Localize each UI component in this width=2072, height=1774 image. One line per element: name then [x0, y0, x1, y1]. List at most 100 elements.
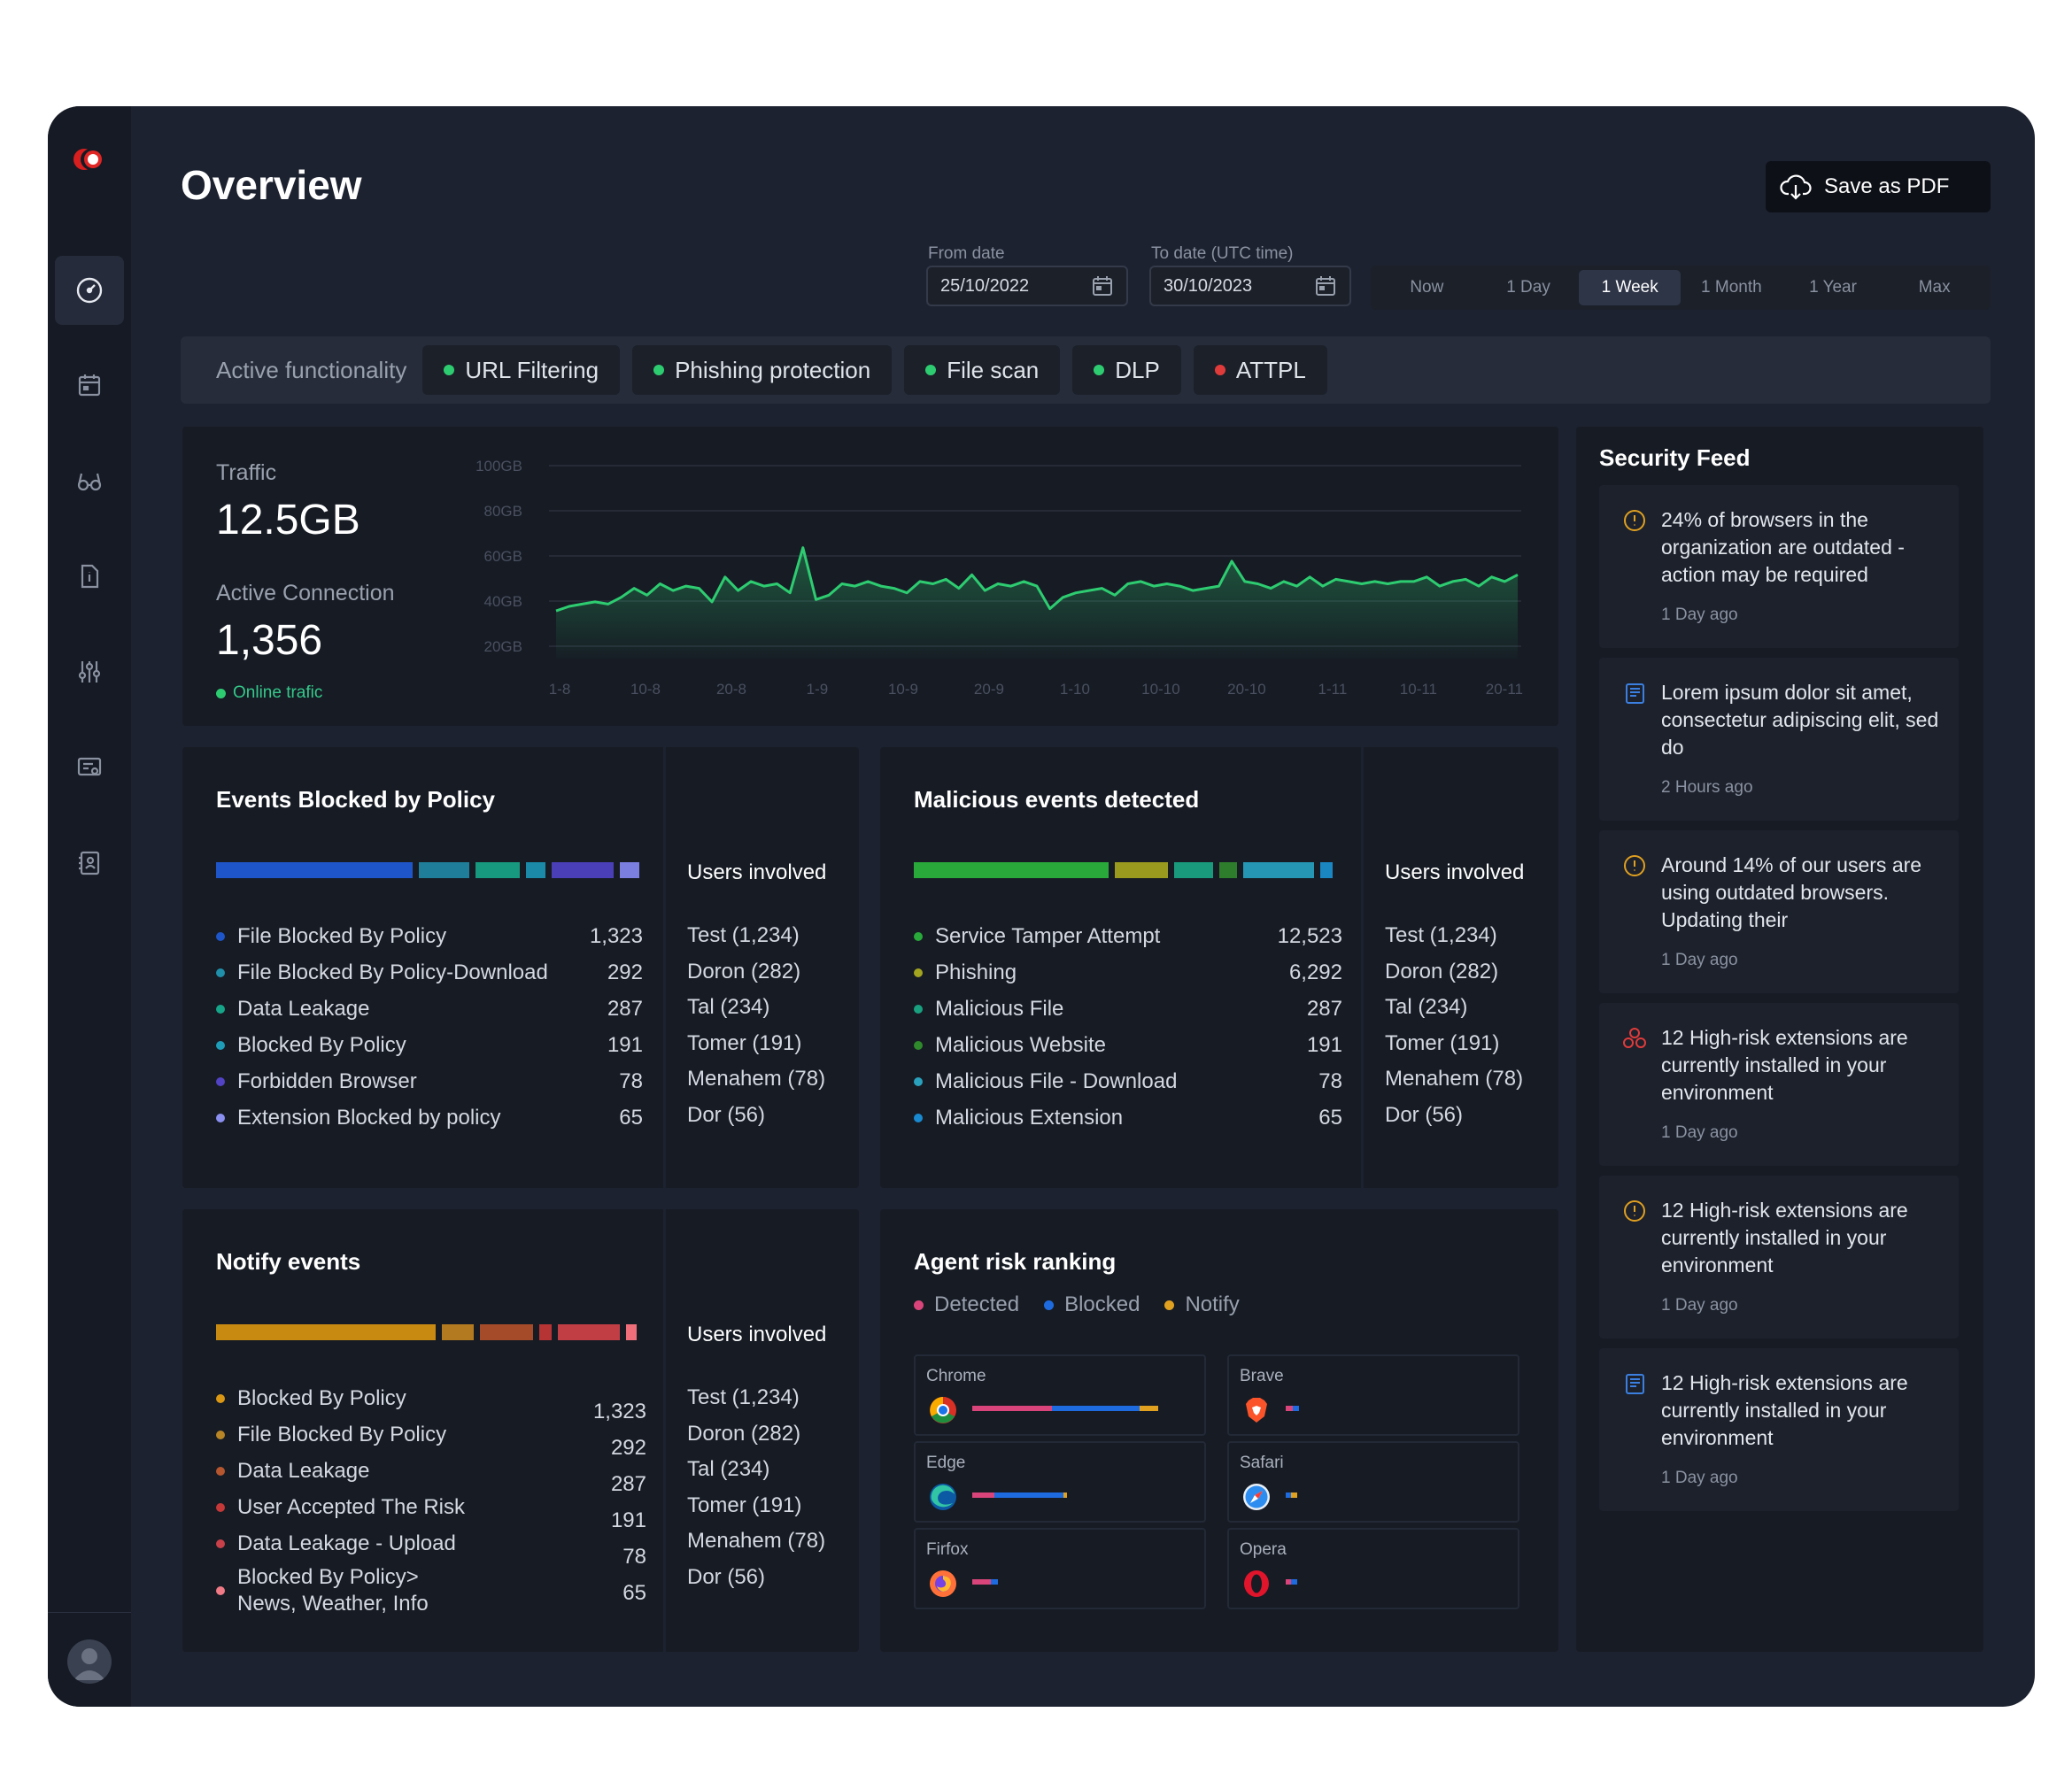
user-entry[interactable]: Dor (56): [687, 1102, 766, 1127]
range-1-year[interactable]: 1 Year: [1809, 278, 1857, 297]
malicious-events-legend: Service Tamper Attempt 12,523 Phishing 6,2…: [914, 918, 1342, 1136]
legend-notify[interactable]: Notify: [1164, 1292, 1240, 1317]
feed-item[interactable]: 12 High-risk extensions are currently in…: [1599, 1176, 1959, 1338]
user-entry[interactable]: Menahem (78): [687, 1067, 826, 1091]
range-max[interactable]: Max: [1918, 278, 1951, 297]
blocked-bar: [994, 1492, 1063, 1498]
legend-label: Blocked: [1064, 1292, 1140, 1316]
bar-segment: [914, 862, 1109, 878]
browser-risk-chrome[interactable]: Chrome: [914, 1354, 1206, 1436]
online-traffic-indicator: Online trafic: [216, 683, 322, 703]
nav-reports[interactable]: [55, 542, 124, 611]
browser-risk-safari[interactable]: Safari: [1227, 1441, 1519, 1523]
legend-row: File Blocked By Policy-Download 292: [216, 954, 643, 991]
notify-bar: [1291, 1492, 1297, 1498]
user-entry[interactable]: Tal (234): [687, 1457, 770, 1482]
user-entry[interactable]: Tal (234): [1385, 995, 1468, 1020]
legend-label: Malicious File: [935, 996, 1064, 1021]
sidebar-divider: [48, 1612, 131, 1613]
legend-dot: [216, 1076, 225, 1086]
legend-label: File Blocked By Policy: [237, 923, 447, 948]
user-entry[interactable]: Tal (234): [687, 995, 770, 1020]
chip-attpl[interactable]: ATTPL: [1193, 345, 1327, 395]
column-divider: [663, 1209, 666, 1652]
users-involved-list: Test (1,234) Doron (282) Tal (234) Tomer…: [1385, 918, 1523, 1133]
feed-item[interactable]: 12 High-risk extensions are currently in…: [1599, 1348, 1959, 1511]
feed-item[interactable]: 12 High-risk extensions are currently in…: [1599, 1003, 1959, 1166]
nav-users[interactable]: [55, 829, 124, 898]
user-entry[interactable]: Dor (56): [687, 1564, 766, 1589]
range-1-week[interactable]: 1 Week: [1579, 270, 1682, 305]
legend-dot: [216, 1539, 225, 1548]
legend-row: Phishing 6,292: [914, 954, 1342, 991]
user-entry[interactable]: Dor (56): [1385, 1102, 1464, 1127]
from-date-field[interactable]: 25/10/2022: [926, 266, 1128, 306]
user-avatar-icon: [73, 1648, 105, 1680]
user-entry[interactable]: Doron (282): [687, 1421, 801, 1446]
range-1-month[interactable]: 1 Month: [1701, 278, 1762, 297]
legend-value: 78: [622, 1544, 646, 1569]
certificate-icon: [77, 757, 102, 776]
user-entry[interactable]: Menahem (78): [1385, 1067, 1524, 1091]
feed-item[interactable]: Around 14% of our users are using outdat…: [1599, 830, 1959, 993]
legend-blocked[interactable]: Blocked: [1044, 1292, 1140, 1317]
user-entry[interactable]: Tomer (191): [687, 1492, 802, 1517]
user-entry[interactable]: Tomer (191): [687, 1030, 802, 1055]
legend-detected[interactable]: Detected: [914, 1292, 1019, 1317]
avatar[interactable]: [67, 1639, 112, 1684]
nav-calendar[interactable]: [55, 351, 124, 420]
detected-bar: [1286, 1406, 1294, 1411]
file-info-icon: [81, 564, 99, 589]
risk-bars: [1286, 1579, 1297, 1585]
chip-file-scan[interactable]: File scan: [904, 345, 1061, 395]
blocked-bar: [1293, 1406, 1299, 1411]
detected-bar: [972, 1406, 1053, 1411]
browser-risk-opera[interactable]: Opera: [1227, 1528, 1519, 1609]
legend-value: 1,323: [592, 1399, 646, 1423]
nav-settings[interactable]: [55, 637, 124, 706]
browser-risk-brave[interactable]: Brave: [1227, 1354, 1519, 1436]
save-pdf-button[interactable]: Save as PDF: [1766, 161, 1991, 212]
user-entry[interactable]: Test (1,234): [1385, 923, 1497, 948]
chip-label: Phishing protection: [675, 356, 871, 383]
browser-name: Firfox: [926, 1540, 969, 1559]
user-entry[interactable]: Menahem (78): [687, 1529, 826, 1554]
logo-icon[interactable]: [72, 146, 107, 173]
user-entry[interactable]: Tomer (191): [1385, 1030, 1500, 1055]
user-entry[interactable]: Doron (282): [1385, 959, 1499, 983]
nav-monitor[interactable]: [55, 446, 124, 515]
legend-label: Detected: [934, 1292, 1020, 1316]
risk-bars: [1286, 1492, 1297, 1498]
user-entry[interactable]: Test (1,234): [687, 1385, 800, 1410]
risk-bars: [972, 1579, 999, 1585]
y-tick-label: 80GB: [484, 503, 522, 520]
legend-dot: [216, 1393, 225, 1403]
extension-risk-icon: [1623, 1028, 1646, 1048]
agent-risk-card: Agent risk ranking Detected Blocked Noti…: [880, 1209, 1558, 1652]
page-title: Overview: [181, 162, 362, 208]
security-feed-title: Security Feed: [1599, 444, 1751, 471]
legend-dot: [216, 1040, 225, 1050]
legend-label: Forbidden Browser: [237, 1068, 417, 1093]
feed-item[interactable]: Lorem ipsum dolor sit amet, consectetur …: [1599, 658, 1959, 821]
legend-label: File Blocked By Policy-Download: [237, 960, 548, 984]
user-entry[interactable]: Test (1,234): [687, 923, 800, 948]
chip-phishing-protection[interactable]: Phishing protection: [632, 345, 893, 395]
notify-events-card: Notify events Blocked By Policy File Blo…: [182, 1209, 859, 1652]
feed-time: 1 Day ago: [1661, 1296, 1738, 1315]
chip-dlp[interactable]: DLP: [1072, 345, 1181, 395]
chip-url-filtering[interactable]: URL Filtering: [422, 345, 621, 395]
to-date-field[interactable]: 30/10/2023: [1149, 266, 1351, 306]
feed-text: 12 High-risk extensions are currently in…: [1661, 1026, 1908, 1104]
range-now[interactable]: Now: [1410, 278, 1444, 297]
nav-certificates[interactable]: [55, 733, 124, 802]
feed-item[interactable]: 24% of browsers in the organization are …: [1599, 485, 1959, 648]
users-involved-title: Users involved: [1385, 860, 1525, 884]
user-entry[interactable]: Doron (282): [687, 959, 801, 983]
chip-label: File scan: [947, 356, 1040, 383]
nav-dashboard[interactable]: [55, 256, 124, 325]
browser-risk-firefox[interactable]: Firfox: [914, 1528, 1206, 1609]
detected-bar: [972, 1579, 991, 1585]
range-1-day[interactable]: 1 Day: [1506, 278, 1550, 297]
browser-risk-edge[interactable]: Edge: [914, 1441, 1206, 1523]
